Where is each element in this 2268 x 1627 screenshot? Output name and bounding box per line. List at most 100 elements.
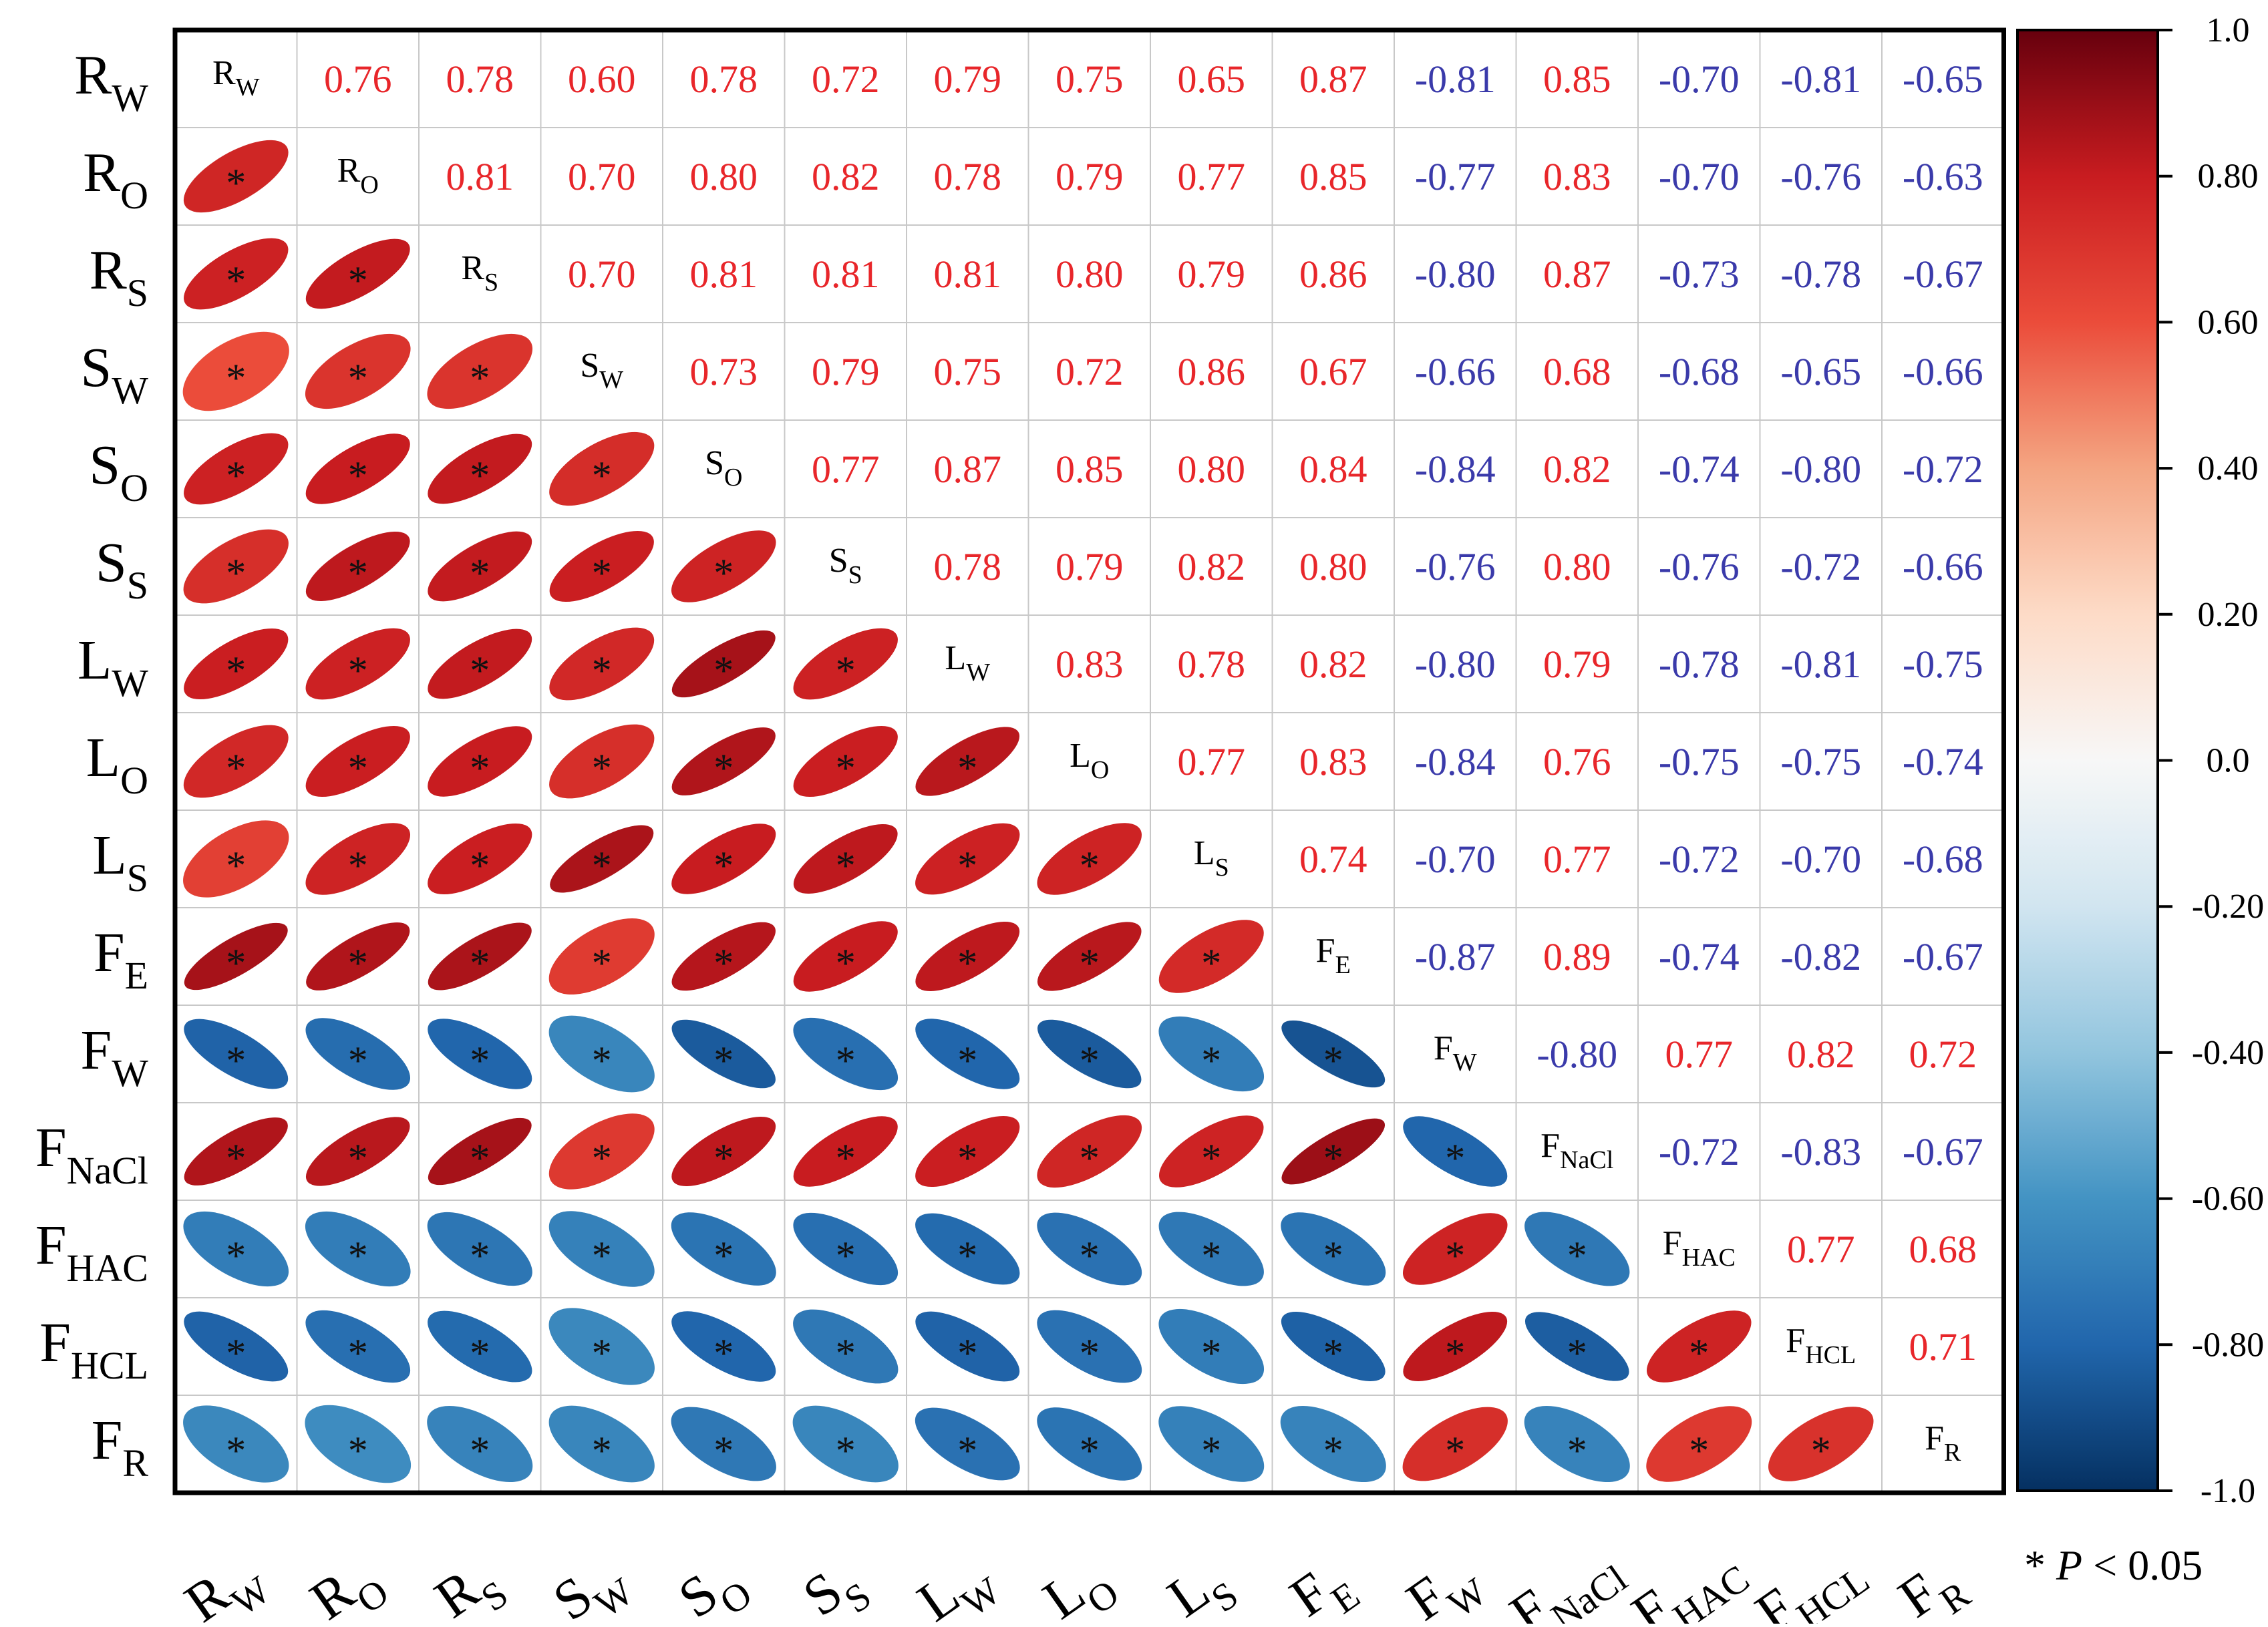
correlation-value: 0.79 bbox=[812, 350, 880, 393]
correlation-ellipse bbox=[548, 1015, 655, 1093]
column-label: RW bbox=[174, 1541, 278, 1624]
correlation-value: -0.68 bbox=[1903, 838, 1983, 881]
correlation-ellipse bbox=[183, 725, 289, 798]
correlation-ellipse bbox=[671, 824, 776, 894]
correlation-value: -0.78 bbox=[1780, 252, 1861, 296]
significance-marker: * bbox=[1080, 941, 1100, 985]
significance-marker: * bbox=[348, 844, 368, 888]
correlation-value: -0.76 bbox=[1659, 545, 1740, 588]
correlation-value: 0.76 bbox=[324, 57, 392, 101]
correlation-value: 0.81 bbox=[690, 252, 758, 296]
correlation-ellipse bbox=[793, 628, 898, 700]
row-label: RS bbox=[90, 239, 148, 315]
row-label: SO bbox=[89, 434, 148, 510]
correlation-ellipse bbox=[306, 922, 410, 990]
correlation-value: -0.65 bbox=[1780, 350, 1861, 393]
correlation-value: 0.84 bbox=[1299, 447, 1367, 491]
diagonal-label: SW bbox=[580, 347, 623, 394]
significance-marker: * bbox=[226, 1429, 246, 1473]
correlation-ellipse bbox=[549, 724, 655, 799]
correlation-value: -0.81 bbox=[1780, 57, 1861, 101]
correlation-value: -0.84 bbox=[1415, 447, 1496, 491]
correlation-ellipse bbox=[548, 1308, 655, 1385]
significance-marker: * bbox=[1080, 1234, 1100, 1278]
correlation-value: -0.75 bbox=[1903, 643, 1983, 686]
significance-marker: * bbox=[470, 356, 490, 400]
significance-marker: * bbox=[226, 1136, 246, 1180]
significance-marker: * bbox=[1445, 1136, 1465, 1180]
significance-marker: * bbox=[348, 746, 368, 790]
significance-marker: * bbox=[836, 1039, 856, 1083]
correlation-ellipse bbox=[793, 921, 898, 992]
colorbar-tick-label: 0.80 bbox=[2198, 158, 2259, 196]
significance-marker: * bbox=[957, 1234, 977, 1278]
correlation-ellipse bbox=[671, 1019, 776, 1089]
significance-marker: * bbox=[226, 356, 246, 400]
significance-marker: * bbox=[348, 454, 368, 498]
colorbar-tick-label: -0.80 bbox=[2192, 1326, 2264, 1364]
correlation-ellipse bbox=[1402, 1213, 1508, 1285]
correlation-value: 0.78 bbox=[1178, 643, 1246, 686]
correlation-ellipse bbox=[305, 1018, 411, 1090]
significance-marker: * bbox=[226, 1331, 246, 1375]
significance-marker: * bbox=[836, 1429, 856, 1473]
correlation-ellipse bbox=[549, 530, 654, 602]
correlation-ellipse bbox=[184, 628, 289, 700]
correlation-value: 0.85 bbox=[1056, 447, 1124, 491]
correlation-ellipse bbox=[1037, 1212, 1142, 1286]
correlation-ellipse bbox=[428, 1310, 532, 1383]
correlation-ellipse bbox=[793, 824, 898, 894]
significance-marker: * bbox=[470, 1331, 490, 1375]
correlation-ellipse bbox=[1281, 1311, 1386, 1382]
correlation-ellipse bbox=[915, 823, 1020, 895]
correlation-ellipse bbox=[671, 1116, 776, 1187]
significance-marker: * bbox=[1080, 1429, 1100, 1473]
column-label: FW bbox=[1396, 1543, 1494, 1624]
correlation-ellipse bbox=[428, 1117, 532, 1186]
correlation-value: 0.89 bbox=[1543, 935, 1611, 978]
significance-marker: * bbox=[836, 649, 856, 693]
significance-marker: * bbox=[592, 1429, 612, 1473]
significance-marker: * bbox=[1689, 1331, 1709, 1375]
significance-marker: * bbox=[592, 1039, 612, 1083]
significance-marker: * bbox=[957, 1429, 977, 1473]
correlation-value: 0.70 bbox=[568, 155, 636, 198]
significance-marker: * bbox=[957, 1136, 977, 1180]
correlation-ellipse bbox=[549, 627, 655, 701]
significance-marker: * bbox=[1567, 1331, 1587, 1375]
significance-marker: * bbox=[957, 746, 977, 790]
correlation-value: 0.67 bbox=[1299, 350, 1367, 393]
significance-marker: * bbox=[470, 649, 490, 693]
correlation-value: -0.83 bbox=[1780, 1130, 1861, 1173]
correlation-value: -0.72 bbox=[1659, 1130, 1740, 1173]
correlation-value: 0.78 bbox=[934, 155, 1002, 198]
correlation-value: -0.81 bbox=[1415, 57, 1496, 101]
column-label: SO bbox=[668, 1546, 760, 1624]
column-label: LS bbox=[1157, 1546, 1246, 1624]
colorbar-tick-label: 1.0 bbox=[2207, 11, 2250, 49]
significance-marker: * bbox=[1323, 1136, 1343, 1180]
colorbar-tick-label: 0.40 bbox=[2198, 449, 2259, 488]
correlation-ellipse bbox=[183, 529, 289, 604]
row-label: SS bbox=[96, 532, 148, 607]
row-label: RW bbox=[74, 44, 148, 120]
correlation-ellipse bbox=[915, 1115, 1020, 1188]
correlation-ellipse bbox=[1037, 823, 1142, 895]
diagonal-label: SS bbox=[829, 542, 862, 589]
correlation-ellipse bbox=[1158, 1016, 1265, 1092]
correlation-value: 0.82 bbox=[1178, 545, 1246, 588]
correlation-value: 0.75 bbox=[934, 350, 1002, 393]
correlation-value: 0.83 bbox=[1543, 155, 1611, 198]
correlation-ellipse bbox=[549, 431, 655, 506]
correlation-ellipse bbox=[671, 1212, 776, 1286]
correlation-ellipse bbox=[427, 333, 533, 409]
significance-marker: * bbox=[1445, 1331, 1465, 1375]
significance-marker: * bbox=[957, 1039, 977, 1083]
correlation-value: 0.79 bbox=[1543, 643, 1611, 686]
correlation-ellipse bbox=[305, 1310, 411, 1383]
correlation-value: 0.83 bbox=[1056, 643, 1124, 686]
significance-marker: * bbox=[957, 941, 977, 985]
correlation-ellipse bbox=[184, 1019, 289, 1089]
correlation-value: 0.82 bbox=[1543, 447, 1611, 491]
